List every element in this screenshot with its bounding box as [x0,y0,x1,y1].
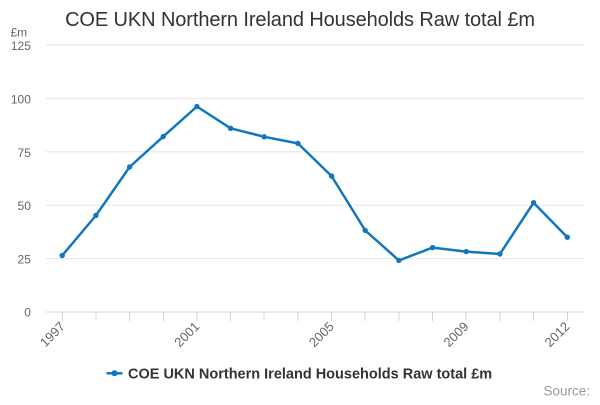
svg-text:125: 125 [11,39,31,53]
svg-text:50: 50 [18,199,32,213]
svg-text:100: 100 [11,92,31,106]
svg-text:COE UKN Northern Ireland House: COE UKN Northern Ireland Households Raw … [65,9,535,31]
svg-text:Source:: Source: [543,383,590,398]
svg-text:COE UKN Northern Ireland House: COE UKN Northern Ireland Households Raw … [128,367,492,383]
svg-text:25: 25 [18,253,32,267]
svg-text:£m: £m [11,25,28,39]
svg-text:0: 0 [24,306,31,320]
svg-text:75: 75 [18,146,32,160]
